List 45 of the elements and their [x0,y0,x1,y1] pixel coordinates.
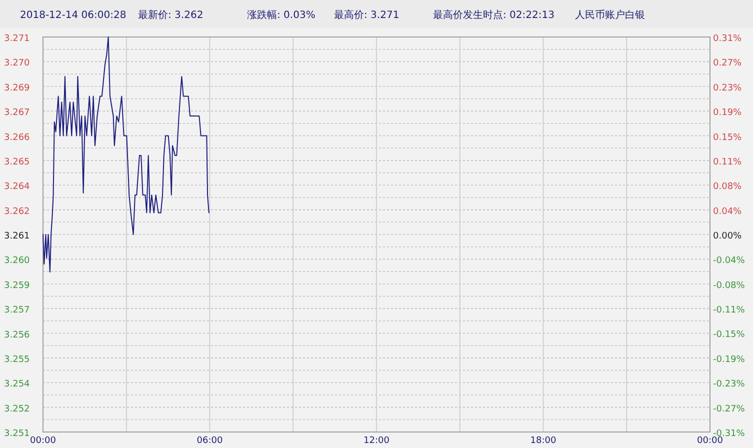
y2-tick-label: 0.27% [713,58,742,69]
text: 2018-12-14 06:00:28 [20,10,126,21]
text: 人民币账户白银 [575,9,645,21]
y-tick-label: 3.254 [4,380,30,390]
y2-tick-label: -0.23% [713,380,746,390]
x-tick-label: 12:00 [364,436,390,446]
y2-tick-label: 0.00% [713,232,742,242]
y2-tick-label: -0.04% [713,256,746,266]
y2-tick-label: 0.11% [713,158,742,168]
y-tick-label: 3.256 [4,330,30,340]
y-tick-label: 3.266 [4,132,30,143]
y2-tick-label: -0.11% [713,305,746,316]
y-tick-label: 3.262 [4,206,30,217]
y-tick-label: 3.251 [4,429,30,439]
x-tick-label: 00:00 [697,436,724,446]
y2-tick-label: -0.15% [713,330,746,340]
line-series [42,36,210,273]
y2-tick-label: 0.04% [713,206,742,217]
y-tick-label: 3.264 [4,182,30,192]
y2-tick-label: 0.15% [713,132,742,143]
y-tick-label: 3.271 [4,34,30,44]
y2-tick-label: 0.31% [713,34,742,44]
y2-tick-label: 0.08% [713,182,742,192]
y-tick-label: 3.261 [4,232,30,242]
y-tick-label: 3.257 [4,306,30,316]
y-tick-label: 3.270 [4,58,30,69]
text: 涨跌幅: 0.03% [247,9,316,21]
y-tick-label: 3.269 [4,83,30,94]
text: 最高价: 3.271 [334,9,400,21]
text: 最新价: 3.262 [138,9,204,21]
y-tick-label: 3.252 [4,404,30,414]
y-tick-label: 3.255 [4,354,30,365]
y2-tick-label: -0.27% [713,404,746,414]
x-tick-label: 18:00 [530,436,556,446]
x-tick-label: 06:00 [196,436,223,446]
y-tick-label: 3.260 [4,256,30,266]
y2-tick-label: 0.23% [713,83,742,94]
y-tick-label: 3.265 [4,157,30,168]
y-tick-label: 3.259 [4,280,30,291]
y2-tick-label: -0.08% [713,280,746,291]
y-tick-label: 3.267 [4,108,30,118]
x-tick-label: 00:00 [30,436,56,446]
y2-tick-label: -0.19% [713,354,746,365]
y2-tick-label: 0.19% [713,108,742,118]
text: 最高价发生时点: 02:22:13 [433,9,554,21]
